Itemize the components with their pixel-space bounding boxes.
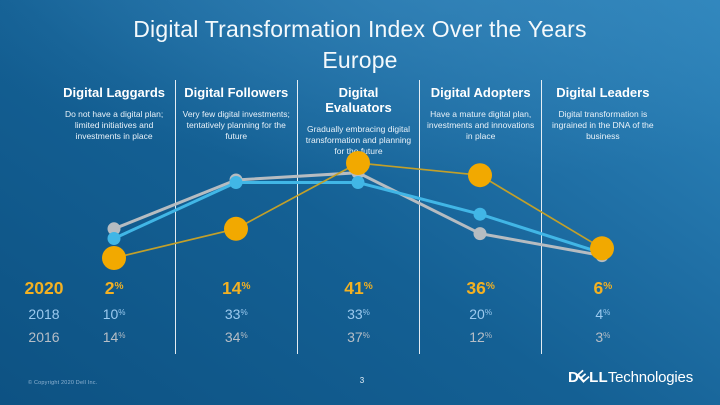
value-2020-leaders: 6% — [593, 278, 613, 298]
category-column-evaluators: Digital Evaluators Gradually embracing d… — [297, 85, 419, 157]
value-2016-followers: 34% — [224, 329, 248, 345]
value-2018-adopters: 20% — [469, 306, 493, 322]
value-2016-leaders: 3% — [595, 329, 611, 345]
category-header: Digital Laggards — [63, 85, 166, 100]
category-description: Digital transformation is ingrained in t… — [552, 109, 654, 141]
page-number: 3 — [359, 376, 365, 385]
title-line-2: Europe — [322, 47, 398, 73]
title-line-1: Digital Transformation Index Over the Ye… — [133, 16, 587, 42]
category-column-laggards: Digital Laggards Do not have a digital p… — [53, 85, 175, 157]
values-row-2018: 2018 10% 33% 33% 20% 4% — [0, 306, 720, 322]
category-column-leaders: Digital Leaders Digital transformation i… — [542, 85, 664, 157]
slide-title: Digital Transformation Index Over the Ye… — [0, 14, 720, 76]
category-column-adopters: Digital Adopters Have a mature digital p… — [420, 85, 542, 157]
dell-technologies-logo: DELLTechnologies — [568, 367, 693, 386]
copyright-text: © Copyright 2020 Dell Inc. — [28, 380, 98, 386]
column-divider — [297, 80, 298, 354]
category-description: Very few digital investments; tentativel… — [182, 109, 290, 141]
year-label-2016: 2016 — [28, 329, 60, 345]
year-label-2020: 2020 — [24, 278, 64, 298]
category-header: Digital Followers — [184, 85, 289, 100]
value-2020-followers: 14% — [222, 278, 251, 298]
value-2018-leaders: 4% — [595, 306, 611, 322]
year-label-2018: 2018 — [28, 306, 60, 322]
category-description: Have a mature digital plan, investments … — [427, 109, 535, 141]
value-2018-laggards: 10% — [102, 306, 126, 322]
column-divider — [175, 80, 176, 354]
column-divider — [541, 80, 542, 354]
value-2020-evaluators: 41% — [344, 278, 373, 298]
value-2020-adopters: 36% — [466, 278, 495, 298]
category-header: Digital Leaders — [556, 85, 650, 100]
category-column-followers: Digital Followers Very few digital inves… — [175, 85, 297, 157]
values-row-2020: 2020 2% 14% 41% 36% 6% — [0, 278, 720, 299]
dti-line-chart — [102, 151, 614, 270]
column-divider — [419, 80, 420, 354]
logo-letters-ll: LL — [589, 369, 608, 386]
category-columns: Digital Laggards Do not have a digital p… — [53, 85, 665, 157]
logo-suffix: Technologies — [607, 369, 693, 386]
value-2018-evaluators: 33% — [347, 306, 370, 322]
values-row-2016: 2016 14% 34% 37% 12% 3% — [0, 329, 720, 345]
value-2016-laggards: 14% — [102, 329, 126, 345]
value-2016-adopters: 12% — [469, 329, 493, 345]
category-description: Do not have a digital plan; limited init… — [64, 109, 164, 141]
category-description: Gradually embracing digital transformati… — [305, 124, 412, 156]
category-header: Digital Evaluators — [325, 85, 392, 115]
value-2016-evaluators: 37% — [347, 329, 370, 345]
value-2018-followers: 33% — [224, 306, 248, 322]
value-2020-laggards: 2% — [104, 278, 124, 298]
logo-letter-d: D — [568, 369, 580, 386]
category-header: Digital Adopters — [430, 85, 531, 100]
